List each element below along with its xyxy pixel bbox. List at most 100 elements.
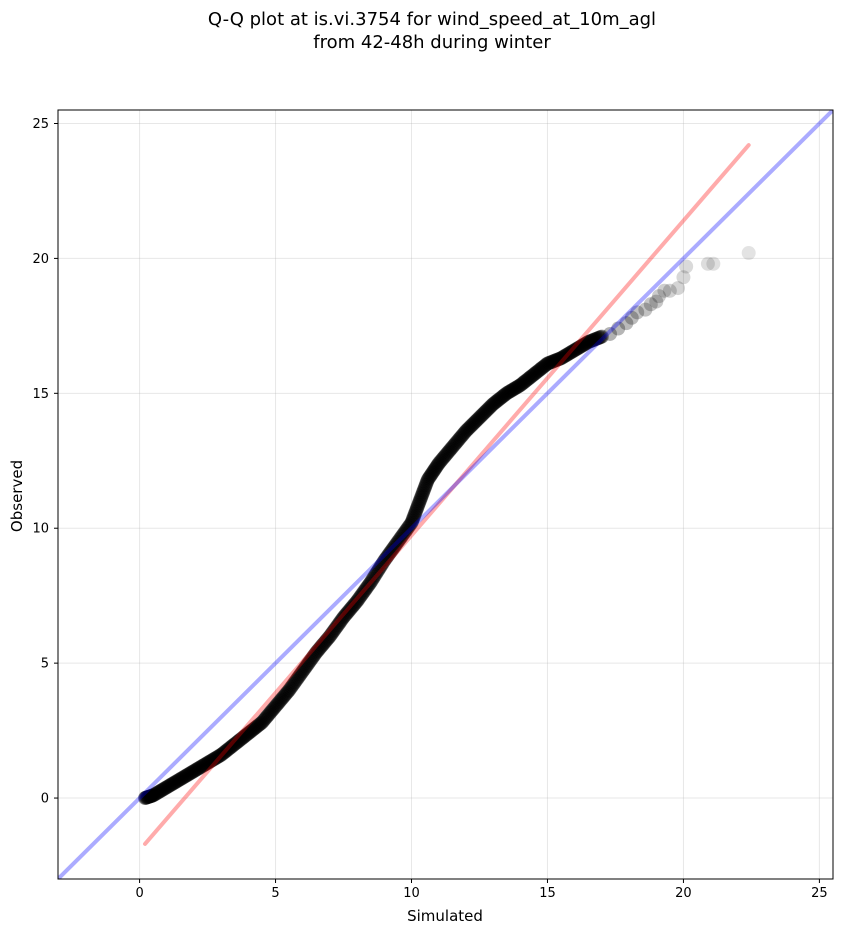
x-tick-label: 20 xyxy=(675,886,692,901)
data-point xyxy=(422,469,437,484)
data-point xyxy=(477,406,492,421)
data-point xyxy=(322,629,337,644)
data-point xyxy=(139,790,154,805)
data-point xyxy=(483,399,498,414)
data-point xyxy=(445,440,460,455)
data-point xyxy=(576,337,591,352)
data-point xyxy=(337,608,352,623)
data-point xyxy=(300,657,315,672)
data-point xyxy=(526,367,541,382)
data-point xyxy=(334,613,349,628)
data-point xyxy=(186,764,201,779)
data-point xyxy=(588,332,603,347)
data-point xyxy=(329,619,344,634)
data-point xyxy=(478,404,493,419)
data-point xyxy=(307,648,322,663)
data-point xyxy=(222,741,237,756)
data-point xyxy=(171,773,186,788)
data-point xyxy=(274,692,289,707)
data-point xyxy=(504,383,519,398)
data-point xyxy=(578,336,593,351)
data-point xyxy=(501,384,516,399)
data-point xyxy=(494,390,509,405)
data-point xyxy=(474,408,489,423)
data-point xyxy=(346,598,361,613)
data-point xyxy=(481,401,496,416)
data-point xyxy=(384,544,399,559)
data-point xyxy=(397,525,412,540)
data-point xyxy=(152,784,167,799)
data-point xyxy=(439,447,454,462)
data-point xyxy=(175,770,190,785)
data-point xyxy=(140,790,155,805)
data-point xyxy=(351,592,366,607)
data-point xyxy=(282,683,297,698)
x-tick-label: 25 xyxy=(811,886,828,901)
data-point xyxy=(460,422,475,437)
data-point xyxy=(162,778,177,793)
plot-frame xyxy=(57,109,834,880)
data-point xyxy=(320,631,335,646)
data-point xyxy=(283,681,298,696)
data-point xyxy=(462,420,477,435)
data-point xyxy=(336,610,351,625)
data-point xyxy=(304,651,319,666)
identity-line xyxy=(58,110,833,879)
data-point xyxy=(266,702,281,717)
data-point xyxy=(418,479,433,494)
data-point xyxy=(443,442,458,457)
data-point xyxy=(143,789,158,804)
data-point xyxy=(555,350,570,365)
data-point xyxy=(150,785,165,800)
data-point xyxy=(313,639,328,654)
data-point xyxy=(428,460,443,475)
data-point xyxy=(341,604,356,619)
data-point xyxy=(589,331,604,346)
tail-point xyxy=(662,283,677,298)
data-point xyxy=(529,365,544,380)
x-tick-label: 15 xyxy=(539,886,556,901)
data-point xyxy=(593,330,608,345)
data-point xyxy=(327,622,342,637)
data-point xyxy=(154,783,169,798)
data-point xyxy=(566,343,581,358)
data-point xyxy=(286,676,301,691)
data-point xyxy=(275,691,290,706)
data-point xyxy=(417,481,432,496)
data-point xyxy=(441,444,456,459)
x-tick-label: 10 xyxy=(403,886,420,901)
data-point xyxy=(277,688,292,703)
data-point xyxy=(257,712,272,727)
data-point xyxy=(180,768,195,783)
data-point xyxy=(210,749,225,764)
data-point xyxy=(465,417,480,432)
data-point xyxy=(234,731,249,746)
data-point xyxy=(281,684,296,699)
tail-point xyxy=(649,294,664,309)
tail-point xyxy=(651,289,666,304)
data-point xyxy=(373,559,388,574)
data-point xyxy=(207,751,222,766)
data-point xyxy=(169,774,184,789)
data-point xyxy=(415,487,430,502)
data-point xyxy=(405,514,420,529)
data-point xyxy=(392,533,407,548)
data-point xyxy=(426,464,441,479)
data-point xyxy=(342,603,357,618)
y-tick-label: 10 xyxy=(32,522,49,537)
data-point xyxy=(424,467,439,482)
data-point xyxy=(435,452,450,467)
y-tick-label: 0 xyxy=(41,792,49,807)
data-point xyxy=(545,354,560,369)
data-point xyxy=(386,541,401,556)
data-point xyxy=(522,371,537,386)
data-point xyxy=(453,430,468,445)
data-point xyxy=(358,583,373,598)
data-point xyxy=(311,642,326,657)
data-point xyxy=(472,410,487,425)
data-point xyxy=(511,379,526,394)
data-point xyxy=(227,737,242,752)
data-point xyxy=(565,344,580,359)
data-point xyxy=(515,376,530,391)
data-point xyxy=(331,616,346,631)
